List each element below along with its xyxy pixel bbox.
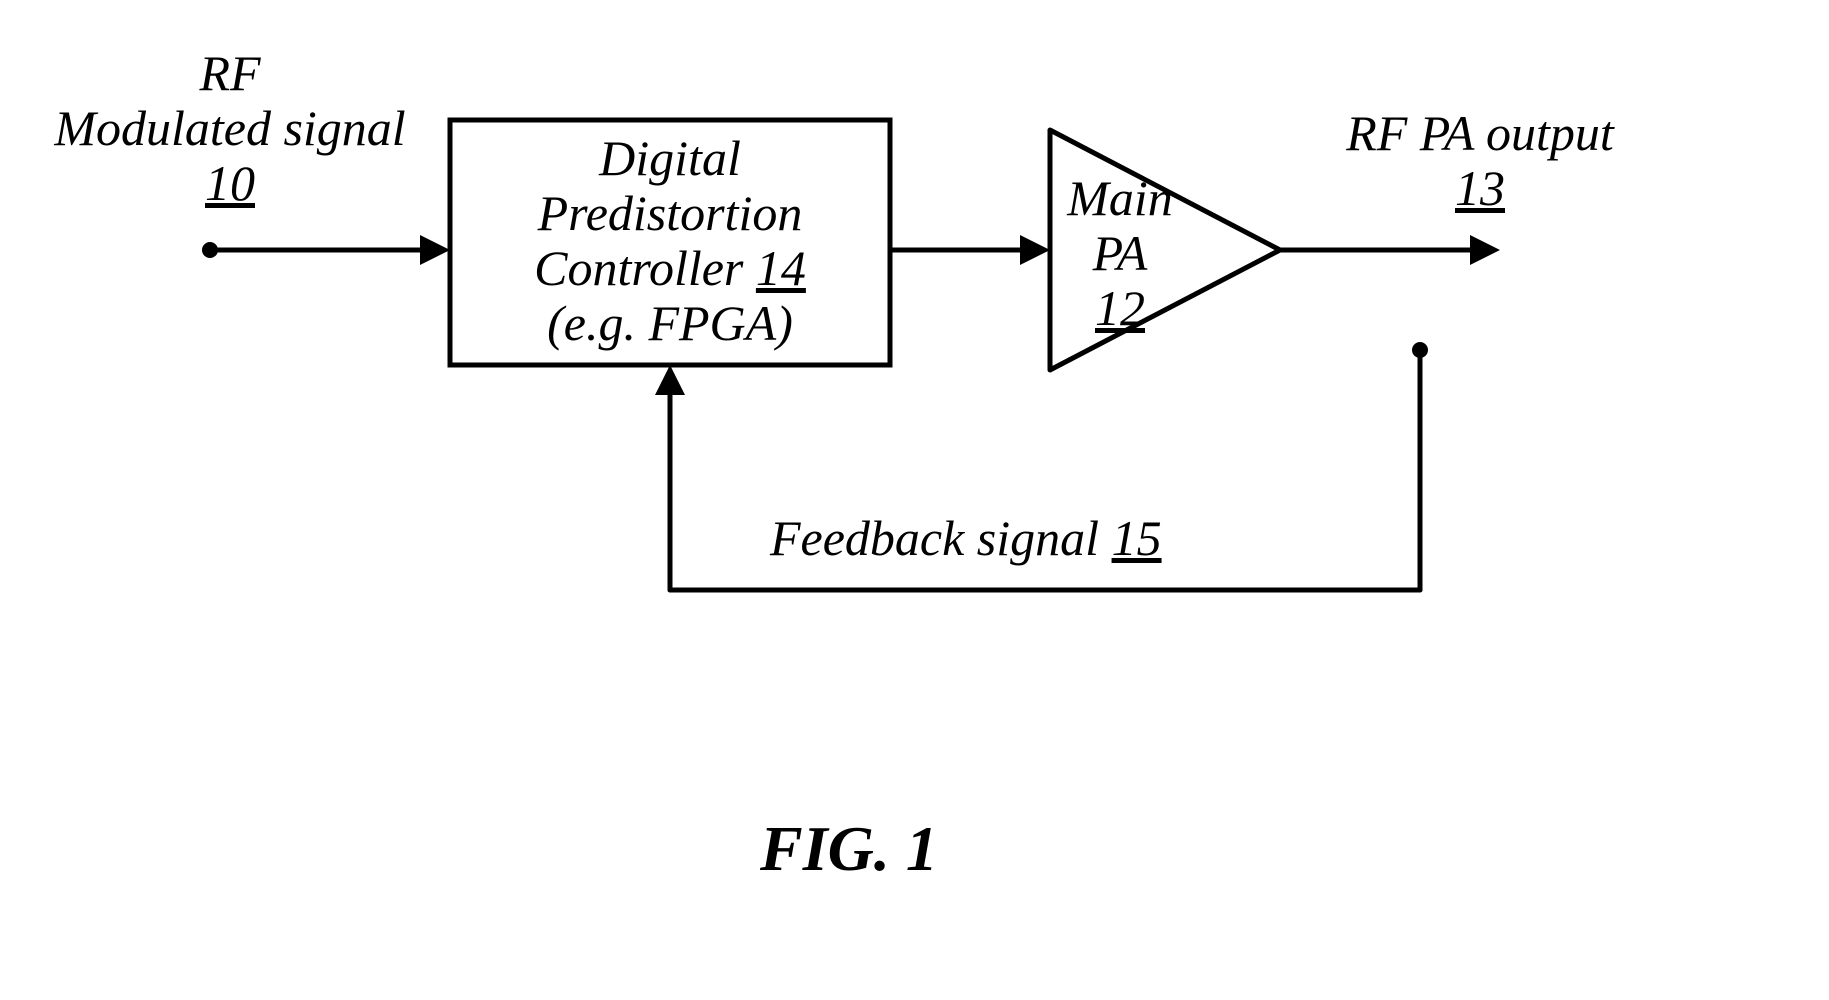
amp-label-line2: PA [1092,225,1148,281]
controller-label-line4: (e.g. FPGA) [547,295,793,351]
output-ref: 13 [1455,160,1505,216]
figure-label: FIG. 1 [759,813,938,884]
input-ref: 10 [205,155,255,211]
amplifier-triangle [1050,130,1280,370]
controller-label-line3: Controller 14 [534,240,806,296]
feedback-label: Feedback signal 15 [769,510,1162,566]
input-label-line1: RF [198,45,261,101]
controller-label-line1: Digital [598,130,741,186]
amp-label-line1: Main [1066,170,1173,226]
amp-ref: 12 [1095,280,1145,336]
output-label-line1: RF PA output [1345,105,1615,161]
input-label-line2: Modulated signal [53,100,405,156]
controller-label-line2: Predistortion [537,185,803,241]
